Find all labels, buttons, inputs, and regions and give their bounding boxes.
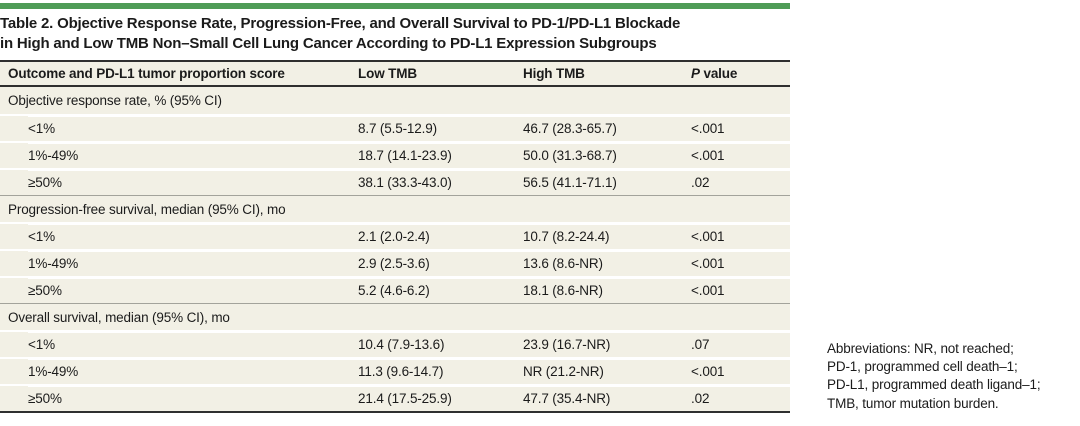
p-value: <.001	[691, 229, 725, 244]
journal-table-figure: Table 2. Objective Response Rate, Progre…	[0, 3, 790, 413]
section-header-label: Progression-free survival, median (95% C…	[8, 201, 286, 217]
section-header-row: Objective response rate, % (95% CI)	[0, 87, 790, 114]
column-header-outcome: Outcome and PD-L1 tumor proportion score	[8, 66, 285, 81]
table-title: Table 2. Objective Response Rate, Progre…	[0, 14, 790, 53]
p-value: <.001	[691, 364, 725, 379]
low-tmb-value: 5.2 (4.6-6.2)	[358, 283, 430, 298]
section-header-label: Overall survival, median (95% CI), mo	[8, 309, 230, 325]
section-header-row: Overall survival, median (95% CI), mo	[0, 303, 790, 330]
high-tmb-value: 23.9 (16.7-NR)	[523, 337, 611, 352]
table-header-row: Outcome and PD-L1 tumor proportion score…	[0, 60, 790, 87]
footnote-line: PD-1, programmed cell death–1;	[827, 359, 1018, 375]
footnote-line: PD-L1, programmed death ligand–1;	[827, 377, 1041, 393]
footnote-line: TMB, tumor mutation burden.	[827, 395, 999, 411]
row-label: <1%	[28, 229, 55, 244]
table-row: <1% 2.1 (2.0-2.4) 10.7 (8.2-24.4) <.001	[0, 223, 790, 249]
row-label: <1%	[28, 121, 55, 136]
table-row: <1% 8.7 (5.5-12.9) 46.7 (28.3-65.7) <.00…	[0, 115, 790, 141]
p-value: .07	[691, 337, 710, 352]
low-tmb-value: 21.4 (17.5-25.9)	[358, 391, 452, 406]
low-tmb-value: 18.7 (14.1-23.9)	[358, 148, 452, 163]
table-title-line1: Table 2. Objective Response Rate, Progre…	[0, 15, 681, 32]
column-header-high-tmb: High TMB	[523, 66, 585, 81]
p-value-header-italic: P	[691, 66, 700, 81]
high-tmb-value: 18.1 (8.6-NR)	[523, 283, 603, 298]
low-tmb-value: 2.9 (2.5-3.6)	[358, 256, 430, 271]
p-value: <.001	[691, 148, 725, 163]
low-tmb-value: 38.1 (33.3-43.0)	[358, 175, 452, 190]
table-title-line2: in High and Low TMB Non–Small Cell Lung …	[0, 34, 657, 52]
section-header-row: Progression-free survival, median (95% C…	[0, 195, 790, 222]
table-row: 1%-49% 2.9 (2.5-3.6) 13.6 (8.6-NR) <.001	[0, 250, 790, 276]
p-value-header-rest: value	[703, 66, 738, 81]
p-value: .02	[691, 175, 710, 190]
row-label: 1%-49%	[28, 256, 79, 271]
high-tmb-value: 47.7 (35.4-NR)	[523, 391, 611, 406]
p-value: <.001	[691, 121, 725, 136]
row-label: <1%	[28, 337, 55, 352]
table-row: 1%-49% 18.7 (14.1-23.9) 50.0 (31.3-68.7)…	[0, 142, 790, 168]
low-tmb-value: 10.4 (7.9-13.6)	[358, 337, 445, 352]
high-tmb-value: 10.7 (8.2-24.4)	[523, 229, 610, 244]
high-tmb-value: NR (21.2-NR)	[523, 364, 604, 379]
table-row: <1% 10.4 (7.9-13.6) 23.9 (16.7-NR) .07	[0, 331, 790, 357]
table-grid: Outcome and PD-L1 tumor proportion score…	[0, 60, 790, 413]
section-header-label: Objective response rate, % (95% CI)	[8, 93, 222, 108]
high-tmb-value: 13.6 (8.6-NR)	[523, 256, 603, 271]
high-tmb-value: 46.7 (28.3-65.7)	[523, 121, 617, 136]
table-row: ≥50% 21.4 (17.5-25.9) 47.7 (35.4-NR) .02	[0, 385, 790, 411]
table-row: 1%-49% 11.3 (9.6-14.7) NR (21.2-NR) <.00…	[0, 358, 790, 384]
table-row: ≥50% 38.1 (33.3-43.0) 56.5 (41.1-71.1) .…	[0, 169, 790, 195]
row-label: ≥50%	[28, 283, 62, 298]
high-tmb-value: 56.5 (41.1-71.1)	[523, 175, 617, 190]
table-row: ≥50% 5.2 (4.6-6.2) 18.1 (8.6-NR) <.001	[0, 277, 790, 303]
row-label: ≥50%	[28, 175, 62, 190]
row-label: 1%-49%	[28, 364, 79, 379]
column-header-p-value: P value	[683, 66, 790, 81]
p-value: .02	[691, 391, 710, 406]
low-tmb-value: 2.1 (2.0-2.4)	[358, 229, 430, 244]
abbreviations-footnote: Abbreviations: NR, not reached; PD-1, pr…	[827, 340, 1041, 413]
column-header-low-tmb: Low TMB	[358, 66, 417, 81]
low-tmb-value: 11.3 (9.6-14.7)	[358, 364, 444, 379]
high-tmb-value: 50.0 (31.3-68.7)	[523, 148, 617, 163]
p-value: <.001	[691, 256, 725, 271]
row-label: ≥50%	[28, 391, 62, 406]
table-accent-bar	[0, 3, 790, 9]
low-tmb-value: 8.7 (5.5-12.9)	[358, 121, 437, 136]
p-value: <.001	[691, 283, 725, 298]
footnote-line: Abbreviations: NR, not reached;	[827, 341, 1014, 356]
row-label: 1%-49%	[28, 148, 79, 163]
